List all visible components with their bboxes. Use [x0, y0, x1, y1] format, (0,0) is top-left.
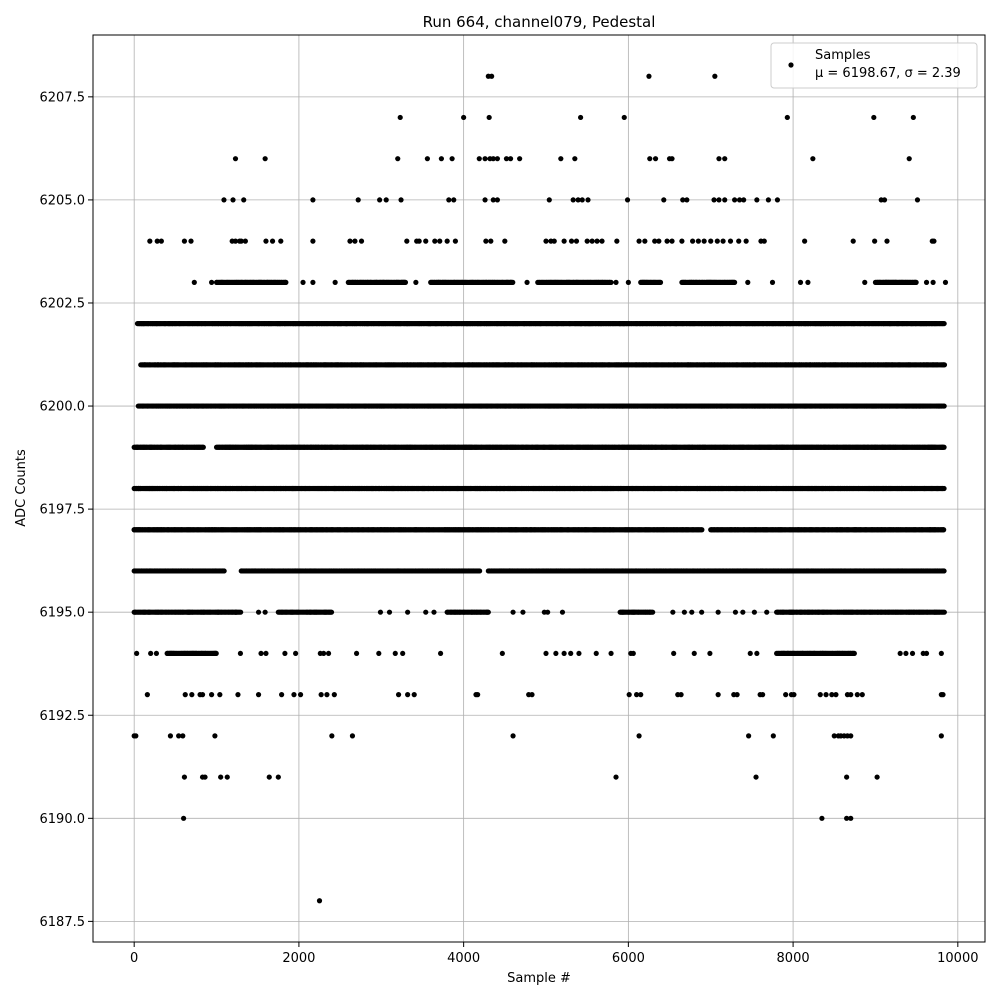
- data-point: [941, 485, 947, 492]
- data-point: [200, 444, 206, 450]
- data-point: [941, 444, 947, 450]
- data-point: [941, 568, 947, 574]
- chart-title: Run 664, channel079, Pedestal: [423, 13, 656, 31]
- data-point: [221, 568, 227, 574]
- data-point: [941, 527, 947, 533]
- data-point: [699, 527, 705, 533]
- data-point: [941, 403, 947, 409]
- data-point: [477, 568, 483, 574]
- data-points: [131, 73, 949, 904]
